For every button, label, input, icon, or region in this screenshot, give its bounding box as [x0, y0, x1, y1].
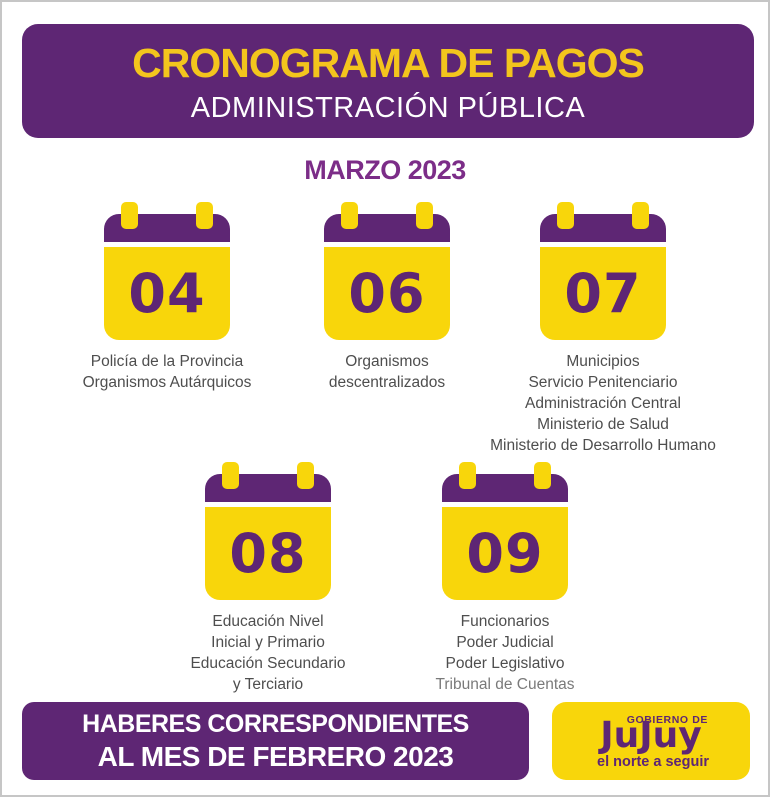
calendar-body: 07	[540, 247, 666, 340]
caption-line: Organismos	[345, 353, 429, 370]
caption-line: y Terciario	[232, 676, 304, 693]
calendar-caption: Policía de la Provincia Organismos Autár…	[83, 351, 252, 393]
footer-note-line: AL MES DE FEBRERO 2023	[97, 740, 454, 772]
calendar-block-09: 09 Funcionarios Poder Judicial Poder Leg…	[355, 462, 655, 695]
government-logo: GOBIERNO DE JuJuy el norte a seguir	[552, 702, 750, 780]
caption-line: Policía de la Provincia	[90, 353, 244, 370]
calendar-body: 06	[324, 247, 450, 340]
caption-line: Tribunal de Cuentas	[435, 676, 575, 693]
calendar-caption: Funcionarios Poder Judicial Poder Legisl…	[435, 611, 574, 695]
calendar-ring-icon	[557, 202, 574, 229]
calendar-ring-icon	[632, 202, 649, 229]
calendar-ring-icon	[459, 462, 476, 489]
calendar-body: 08	[205, 507, 331, 600]
logo-name: JuJuy	[600, 715, 702, 756]
header-banner: CRONOGRAMA DE PAGOS ADMINISTRACIÓN PÚBLI…	[22, 24, 754, 138]
caption-line: Ministerio de Desarrollo Humano	[490, 437, 716, 454]
page-subtitle: ADMINISTRACIÓN PÚBLICA	[190, 92, 586, 124]
calendar-block-07: 07 Municipios Servicio Penitenciario Adm…	[453, 202, 753, 456]
calendar-day-number: 07	[564, 262, 642, 325]
month-label: MARZO 2023	[304, 155, 466, 185]
calendar-icon: 04	[104, 202, 230, 340]
caption-line: Educación Secundario	[190, 655, 346, 672]
calendar-day-number: 04	[128, 262, 206, 325]
caption-line: Poder Judicial	[456, 634, 554, 651]
footer-note-banner: HABERES CORRESPONDIENTES AL MES DE FEBRE…	[22, 702, 529, 780]
caption-line: Ministerio de Salud	[537, 416, 669, 433]
calendar-caption: Educación Nivel Inicial y Primario Educa…	[190, 611, 345, 695]
caption-line: Funcionarios	[460, 613, 550, 630]
calendar-icon: 08	[205, 462, 331, 600]
calendar-ring-icon	[196, 202, 213, 229]
page-title: CRONOGRAMA DE PAGOS	[132, 40, 645, 86]
logo-government-label: GOBIERNO DE	[626, 714, 708, 726]
calendar-caption: Municipios Servicio Penitenciario Admini…	[490, 351, 716, 456]
footer-note-line: HABERES CORRESPONDIENTES	[82, 709, 469, 738]
calendar-block-08: 08 Educación Nivel Inicial y Primario Ed…	[118, 462, 418, 695]
calendar-block-04: 04 Policía de la Provincia Organismos Au…	[17, 202, 317, 393]
calendar-ring-icon	[416, 202, 433, 229]
caption-line: Educación Nivel	[212, 613, 324, 630]
calendar-ring-icon	[297, 462, 314, 489]
calendar-icon: 07	[540, 202, 666, 340]
calendar-block-06: 06 Organismos descentralizados	[237, 202, 537, 393]
caption-line: Servicio Penitenciario	[528, 374, 678, 391]
caption-line: Poder Legislativo	[445, 655, 565, 672]
calendar-day-number: 09	[466, 522, 544, 585]
caption-line: Organismos Autárquicos	[82, 374, 252, 391]
logo-tagline: el norte a seguir	[597, 754, 710, 770]
calendar-day-number: 06	[348, 262, 426, 325]
caption-line: Municipios	[566, 353, 640, 370]
calendar-caption: Organismos descentralizados	[329, 351, 445, 393]
calendar-ring-icon	[341, 202, 358, 229]
calendar-icon: 06	[324, 202, 450, 340]
calendar-ring-icon	[222, 462, 239, 489]
calendar-ring-icon	[534, 462, 551, 489]
calendar-icon: 09	[442, 462, 568, 600]
calendar-day-number: 08	[229, 522, 307, 585]
calendar-body: 04	[104, 247, 230, 340]
caption-line: Inicial y Primario	[211, 634, 325, 651]
calendar-body: 09	[442, 507, 568, 600]
caption-line: Administración Central	[525, 395, 681, 412]
caption-line: descentralizados	[328, 374, 446, 391]
calendar-ring-icon	[121, 202, 138, 229]
